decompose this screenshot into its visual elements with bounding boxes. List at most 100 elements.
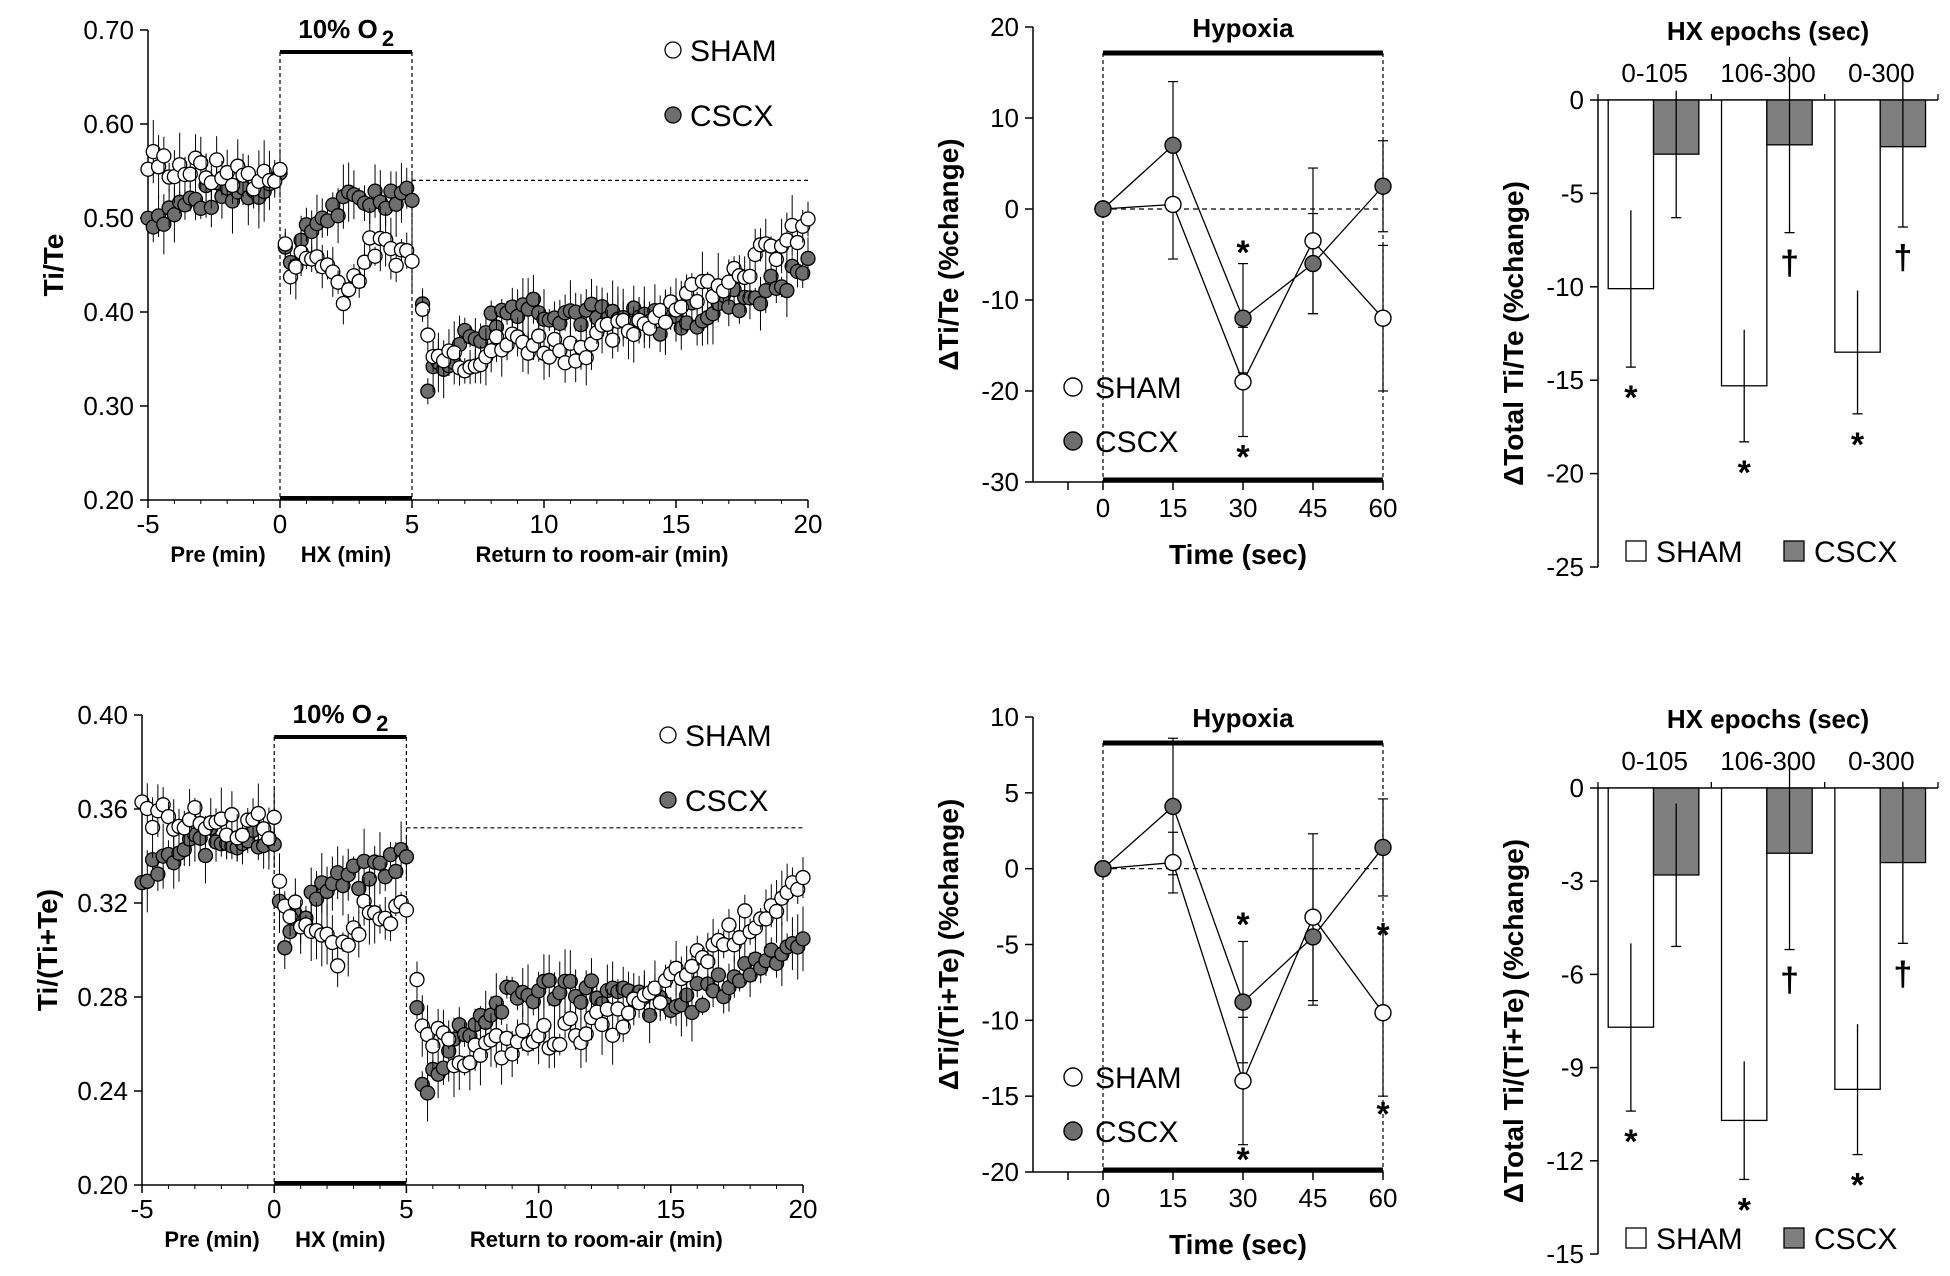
cscx-point [684, 1004, 700, 1021]
sham-point [441, 1031, 457, 1047]
sham-point [288, 259, 304, 275]
x-tick-label: 20 [794, 509, 823, 539]
legend-marker-cscx [1783, 1227, 1805, 1249]
phase-label-pre: Pre (min) [170, 542, 265, 567]
cscx-point [1094, 200, 1112, 218]
cscx-point [419, 1085, 436, 1101]
hypoxia-label-subscript: 2 [382, 26, 394, 51]
sham-point [272, 161, 288, 178]
category-label: 106-300 [1720, 58, 1815, 88]
hypoxia-label-subscript: 2 [376, 711, 388, 736]
cscx-point [197, 847, 214, 864]
y-axis-label: ΔTi/(Ti+Te) (%change) [933, 799, 964, 1091]
y-axis-label: ΔTi/Te (%change) [933, 138, 964, 370]
hypoxia-label: 10% O [298, 14, 378, 44]
cscx-point [1164, 797, 1182, 816]
y-tick-label: 10 [990, 103, 1019, 133]
y-tick-label: -15 [1546, 365, 1584, 395]
y-axis-label: Ti/(Ti+Te) [32, 889, 63, 1011]
sham-point [552, 1036, 568, 1053]
y-tick-label: -25 [1546, 552, 1584, 582]
significance-dagger: † [1893, 239, 1912, 277]
sham-point [414, 301, 431, 317]
x-tick-label: 15 [656, 1194, 685, 1224]
sham-point [335, 295, 352, 312]
cscx-point [731, 302, 748, 319]
sham-point [240, 165, 256, 182]
legend-label: SHAM [1656, 1223, 1743, 1256]
y-tick-label: -20 [981, 1157, 1019, 1187]
chart-title: HX epochs (sec) [1667, 704, 1869, 734]
sham-point [578, 1026, 594, 1042]
significance-star: * [1376, 916, 1390, 954]
sham-point [1234, 373, 1252, 391]
x-tick-label: 0 [267, 1194, 281, 1224]
legend-label: SHAM [1095, 1062, 1182, 1095]
legend-marker-cscx [1783, 540, 1805, 562]
sham-point [615, 1019, 631, 1035]
sham-point [1374, 309, 1392, 327]
sham-point [1374, 1004, 1392, 1022]
y-tick-label: -10 [981, 1005, 1019, 1035]
sham-point [578, 349, 594, 366]
sham-point [789, 234, 806, 251]
y-tick-label: 0.24 [77, 1076, 128, 1106]
sham-point [1164, 195, 1182, 214]
significance-star: * [1851, 1167, 1865, 1205]
sham-point [224, 807, 240, 823]
x-tick-label: 0 [1096, 1183, 1110, 1213]
significance-star: * [1738, 454, 1752, 492]
category-label: 0-105 [1621, 746, 1688, 776]
sham-point [737, 903, 753, 919]
significance-star: * [1851, 426, 1865, 464]
cscx-point [372, 855, 388, 871]
cscx-point [641, 1007, 658, 1024]
significance-star: * [1236, 439, 1250, 477]
sham-point [604, 332, 621, 348]
phase-label-return: Return to room-air (min) [476, 542, 729, 567]
sham-point [673, 299, 689, 315]
significance-star: * [1236, 1141, 1250, 1179]
cscx-point [795, 265, 811, 281]
sham-point [795, 869, 811, 886]
cscx-point [139, 873, 155, 889]
category-label: 0-300 [1848, 58, 1915, 88]
y-axis-label: ΔTotal Ti/Te (%change) [1498, 181, 1529, 486]
sham-point [187, 799, 203, 816]
legend-marker-sham [1625, 540, 1647, 562]
legend-marker-sham [1625, 1227, 1647, 1249]
sham-point [193, 155, 209, 171]
y-tick-label: 0.36 [77, 794, 128, 824]
legend-label: SHAM [685, 720, 772, 753]
cscx-point [351, 880, 367, 897]
y-tick-label: 0.40 [77, 700, 128, 730]
cscx-point [1304, 254, 1322, 273]
x-tick-label: 30 [1229, 493, 1258, 523]
y-tick-label: 0.28 [77, 982, 128, 1012]
cscx-point [398, 849, 415, 865]
panel-B: -30 -20 -10 0 10 20 0 15 30 45 60 Hypoxia * * SHAM CSCX… [933, 12, 1397, 570]
legend-marker-sham [659, 726, 677, 744]
sham-point [404, 253, 420, 269]
sham-point [156, 148, 172, 164]
sham-point [657, 314, 674, 330]
legend-label: CSCX [685, 785, 768, 818]
cscx-point [525, 291, 542, 307]
phase-label-hx: HX (min) [295, 1227, 385, 1252]
y-tick-label: -15 [981, 1081, 1019, 1111]
y-tick-label: -5 [996, 930, 1019, 960]
phase-label-pre: Pre (min) [164, 1227, 259, 1252]
x-tick-label: 20 [789, 1194, 818, 1224]
y-tick-label: 0 [1570, 773, 1584, 803]
y-tick-label: 0 [1005, 194, 1019, 224]
cscx-point [800, 250, 816, 267]
chart-title: HX epochs (sec) [1667, 16, 1869, 46]
x-tick-label: 10 [530, 509, 559, 539]
legend-marker-cscx [664, 106, 682, 124]
significance-star: * [1624, 1123, 1638, 1161]
x-axis-label: Time (sec) [1169, 1229, 1307, 1260]
panel-C: 0 -5 -10 -15 -20 -25 0-105 106-300 0-300 * * * † † HX … [1498, 16, 1939, 582]
legend-marker-sham [664, 41, 682, 59]
y-tick-label: -6 [1561, 959, 1584, 989]
